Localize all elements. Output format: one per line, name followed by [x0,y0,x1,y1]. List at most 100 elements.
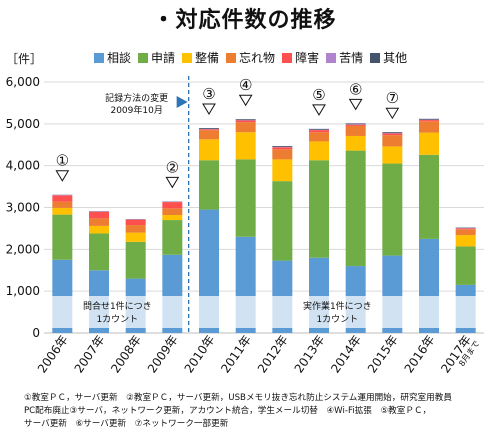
legend-label: 其他 [383,51,408,65]
bar-segment [272,149,293,160]
y-tick-label: 4,000 [6,159,40,173]
x-tick-label: 2007年 [72,333,108,376]
legend-swatch [282,52,293,63]
count-method-after-line2: 1カウント [316,314,358,325]
marker-triangle [238,94,253,107]
legend-label: 苦情 [339,51,364,65]
bar-segment [199,130,219,140]
chart-title: ・対応件数の推移 [152,8,337,33]
bar-segment [345,125,366,136]
bar-segment [125,232,146,242]
legend-item: 苦情 [326,49,363,66]
bar-segment [52,214,73,260]
bar-segment [309,132,329,142]
legend-item: 申請 [138,49,175,66]
bar-segment [235,159,256,237]
y-tick-label: 3,000 [6,201,40,215]
legend-item: 其他 [370,49,407,66]
bar-segment [52,207,73,215]
x-tick-label: 2009年 [145,333,181,376]
bar-segment [199,139,219,161]
marker-triangle [385,107,400,120]
legend-swatch [370,52,381,63]
bar-segment [419,154,439,239]
x-tick-label: 2013年 [292,333,328,376]
bar-segment [89,225,109,234]
legend-swatch [94,52,104,63]
bar-segment [162,202,183,209]
bar-segment [382,163,403,256]
legend-swatch [182,52,193,63]
legend-label: 障害 [295,51,320,65]
bar-segment [419,120,439,122]
x-tick-label: 2011年 [218,333,254,376]
bar-segment [382,146,403,164]
marker-label: ⑥ [349,80,362,98]
marker-label: ⑦ [386,89,399,107]
bar-segment [419,132,439,155]
count-method-before-line2: 1カウント [96,314,138,325]
bar-segment [125,219,146,226]
bar-segment [345,135,366,151]
bar-segment [199,129,219,131]
legend-swatch [326,52,337,63]
footnote-line: PC配布廃止③サーバ，ネットワーク更新，アカウント統合，学生メール切替 ④Wi-… [24,406,432,416]
marker-label: ① [56,152,69,170]
legend-item: 整備 [182,49,219,66]
bar-segment [272,159,293,182]
footnote-line: サーバ更新 ⑥サーバ更新 ⑦ネットワーク一部更新 [24,419,229,429]
bar-segment [89,233,109,271]
bar-segment [235,132,256,160]
marker-label: ③ [202,85,215,103]
x-tick-label: 2008年 [108,333,144,376]
marker-triangle [55,170,70,182]
count-method-after-box [195,296,480,328]
bar-segment [455,246,476,285]
legend-swatch [138,52,149,63]
method-change-label: 記録方法の変更 [105,92,168,104]
marker-label: ⑤ [312,86,325,104]
bar-segment [455,235,476,247]
legend-item: 障害 [282,49,319,66]
bar-segment [235,120,256,123]
x-tick-label: 2015年 [365,333,401,376]
method-change-arrow [176,96,188,108]
count-method-before-box [48,296,187,328]
x-tick-label: 2014年 [328,333,364,376]
legend-item: 忘れ物 [226,49,275,66]
x-tick-label: 2010年 [182,333,218,376]
x-tick-label: 2012年 [255,333,291,376]
bar-segment [455,229,476,236]
bar-segment [309,141,329,161]
bar-segment [162,220,183,255]
stacked-bar-chart: 0 1,000 2,000 3,000 4,000 5,000 6,000 2006年 2007… [6,75,484,376]
bar-segment [309,128,329,130]
bar-segment [199,160,219,210]
bar-segment [199,128,219,129]
legend-item: 相談 [94,49,131,66]
bar-segment [382,132,403,134]
bar-segment [345,150,366,267]
bar-segment [455,228,476,230]
bar-segment [309,160,329,258]
bar-segment [309,130,329,133]
bar-segment [345,123,366,125]
bar-segment [419,121,439,133]
marker-label: ④ [239,76,252,94]
count-method-before-line1: 問合せ1件につき [83,300,152,312]
footnotes: ①教室ＰＣ，サーバ更新 ②教室ＰＣ，サーバ更新，USBメモリ抜き忘れ防止システム… [24,392,484,431]
y-tick-label: 0 [32,326,40,340]
bar-segment [52,195,73,202]
marker-triangle [312,104,326,116]
y-tick-label: 1,000 [6,284,40,298]
marker-triangle [165,176,180,189]
bar-segment [272,181,293,261]
y-tick-label: 5,000 [6,117,40,131]
bar-segment [345,124,366,126]
bar-segment [382,135,403,147]
legend: 相談 申請 整備 忘れ物 障害 苦情 其他 [94,49,407,66]
count-method-after-line1: 実作業1件につき [303,300,372,312]
bar-segment [235,119,256,121]
y-tick-label: 6,000 [6,75,40,89]
bar-segment [89,218,109,226]
